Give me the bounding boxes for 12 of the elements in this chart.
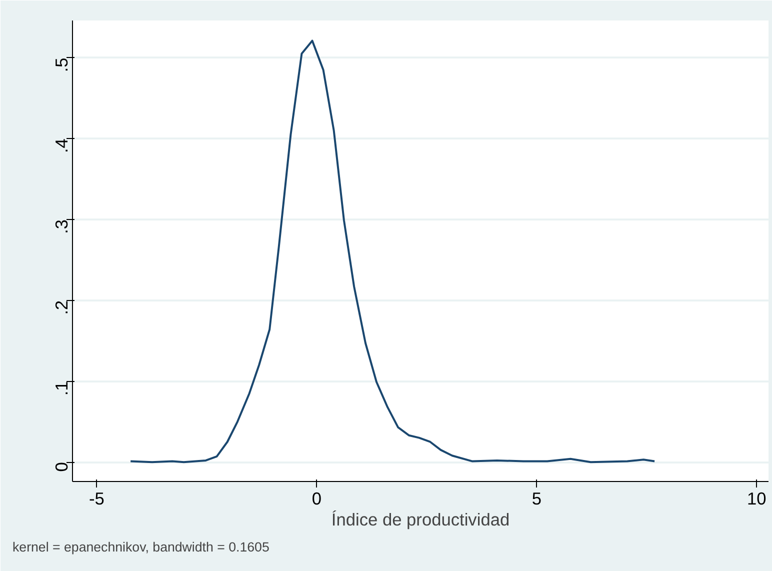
x-axis-title: Índice de productividad <box>331 510 510 530</box>
y-tick-label: .4 <box>52 138 72 154</box>
y-tick-label: .5 <box>52 58 72 72</box>
x-tick-label: 0 <box>312 488 322 508</box>
x-tick-label: -5 <box>88 488 104 508</box>
y-tick-label: 0 <box>52 462 72 472</box>
text: kernel = epanechnikov, bandwidth = 0.1605 <box>12 540 270 554</box>
y-tick-label: .1 <box>52 381 72 396</box>
x-tick-label: 5 <box>532 488 542 508</box>
y-tick-label: .3 <box>52 219 72 234</box>
x-tick-label: 10 <box>746 488 766 508</box>
y-tick-label: .2 <box>52 300 72 315</box>
